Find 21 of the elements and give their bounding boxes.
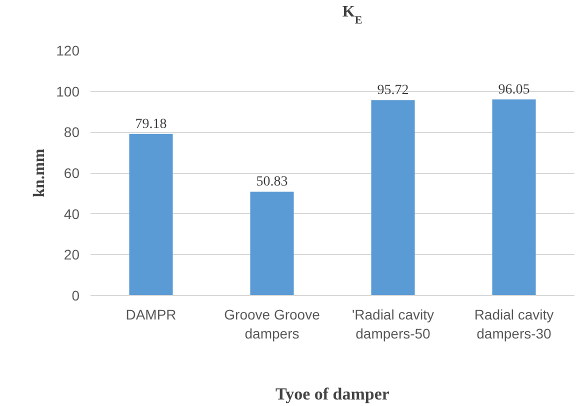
data-label: 50.83 — [256, 174, 288, 190]
bar — [250, 192, 294, 296]
x-tick-label: Groove Groove dampers — [224, 306, 320, 342]
y-tick-label: 40 — [64, 206, 80, 222]
y-tick-label: 20 — [64, 246, 80, 263]
data-label: 96.05 — [498, 82, 530, 98]
y-tick-label: 0 — [72, 288, 80, 304]
bar — [492, 99, 536, 296]
x-tick-label: DAMPR — [126, 306, 176, 322]
data-label: 79.18 — [135, 116, 167, 132]
x-tick-label: Radial cavity dampers-30 — [474, 306, 554, 342]
y-axis-title: kn.mm — [31, 148, 48, 198]
y-tick-label: 100 — [56, 83, 80, 100]
y-tick-label: 120 — [56, 42, 80, 58]
x-tick-label: 'Radial cavity dampers-50 — [352, 306, 434, 342]
x-axis-title: Tyoe of damper — [276, 384, 390, 404]
y-tick-label: 60 — [64, 165, 80, 181]
bar — [371, 100, 415, 296]
bar — [129, 134, 173, 296]
y-tick-label: 80 — [64, 124, 80, 140]
data-label: 95.72 — [377, 83, 409, 98]
